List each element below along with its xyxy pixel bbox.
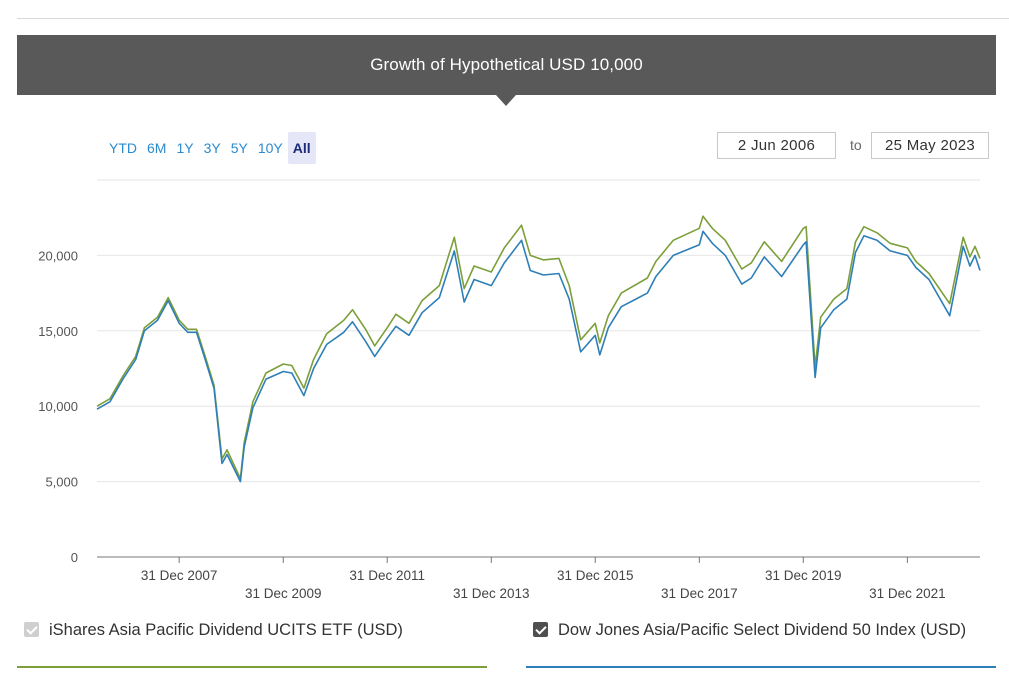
legend-checkbox-dow-jones-index[interactable] (533, 622, 548, 637)
range-button-5y[interactable]: 5Y (230, 140, 248, 156)
legend-label-ishares-etf: iShares Asia Pacific Dividend UCITS ETF … (49, 621, 403, 639)
x-tick-label: 31 Dec 2011 (349, 568, 425, 583)
x-tick-label: 31 Dec 2007 (141, 568, 218, 583)
grid-lines (97, 179, 980, 483)
date-range-separator: to (850, 137, 862, 153)
series-line-dow-jones-index (96, 230, 981, 483)
y-tick-label: 20,000 (38, 248, 78, 263)
legend-color-bar-ishares-etf (17, 666, 487, 668)
legend-item-ishares-etf[interactable]: iShares Asia Pacific Dividend UCITS ETF … (24, 620, 487, 640)
y-tick-label: 15,000 (38, 324, 78, 339)
legend-checkbox-ishares-etf[interactable] (24, 622, 39, 637)
y-tick-label: 10,000 (38, 399, 78, 414)
legend-item-dow-jones-index[interactable]: Dow Jones Asia/Pacific Select Dividend 5… (533, 620, 996, 640)
date-from-input[interactable]: 2 Jun 2006 (717, 132, 836, 159)
range-button-ytd[interactable]: YTD (109, 140, 137, 156)
legend-color-bar-dow-jones-index (526, 666, 996, 668)
series-line-ishares-etf (96, 215, 981, 480)
range-button-1y[interactable]: 1Y (176, 140, 194, 156)
x-tick-label: 31 Dec 2009 (245, 586, 322, 601)
y-axis-ticks: 0 5,000 10,000 15,000 20,000 (38, 248, 78, 565)
range-button-3y[interactable]: 3Y (203, 140, 221, 156)
y-tick-label: 5,000 (45, 475, 78, 490)
x-tick-label: 31 Dec 2013 (453, 586, 530, 601)
y-tick-label: 0 (71, 550, 78, 565)
date-to-input[interactable]: 25 May 2023 (871, 132, 989, 159)
range-button-all[interactable]: All (287, 132, 316, 164)
chart-title: Growth of Hypothetical USD 10,000 (370, 55, 643, 74)
x-tick-label: 31 Dec 2019 (765, 568, 842, 583)
series-lines (96, 215, 981, 483)
legend-label-dow-jones-index: Dow Jones Asia/Pacific Select Dividend 5… (558, 621, 967, 639)
x-tick-label: 31 Dec 2015 (557, 568, 634, 583)
banner-pointer (496, 95, 516, 106)
x-axis: 31 Dec 2007 31 Dec 2009 31 Dec 2011 31 Dec … (97, 556, 980, 601)
range-button-6m[interactable]: 6M (147, 140, 167, 156)
range-selector: YTD 6M 1Y 3Y 5Y 10Y All (104, 132, 316, 164)
chart-header-banner: Growth of Hypothetical USD 10,000 (17, 35, 996, 95)
x-tick-label: 31 Dec 2017 (661, 586, 738, 601)
top-divider (17, 18, 1009, 19)
x-tick-label: 31 Dec 2021 (869, 586, 946, 601)
range-button-10y[interactable]: 10Y (257, 140, 283, 156)
